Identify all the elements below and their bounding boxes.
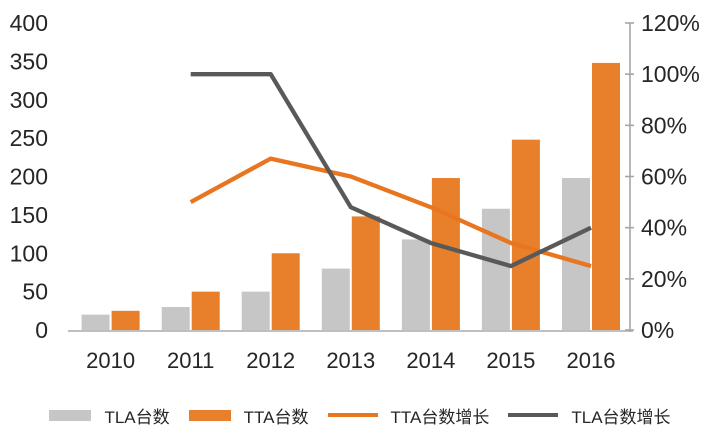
line-tta-growth — [189, 156, 592, 269]
bar-tla-2015 — [481, 208, 510, 330]
legend-item-tta-growth: TTA台数增长 — [327, 403, 490, 428]
bar-tta-2015 — [511, 139, 540, 330]
right-axis-tick-label: 80% — [641, 112, 687, 138]
right-axis-tick-label: 120% — [641, 10, 700, 36]
right-axis-tick-label: 60% — [641, 164, 687, 190]
legend-swatch-tla-growth — [508, 413, 559, 417]
chart-legend: TLA台数 TTA台数 TTA台数增长 TLA台数增长 — [0, 402, 720, 428]
bar-tla-2010 — [81, 314, 110, 330]
line-tla-growth — [190, 72, 592, 269]
bar-tla-2013 — [321, 268, 350, 330]
bar-tla-2016 — [562, 178, 590, 330]
legend-swatch-tla-count — [49, 409, 92, 421]
right-axis-tick-label: 0% — [641, 317, 674, 343]
left-axis-tick-label: 50 — [22, 279, 48, 305]
right-axis-tick-label: 20% — [641, 266, 687, 292]
x-axis-label-2013: 2013 — [326, 348, 375, 373]
legend-swatch-tta-growth — [327, 413, 378, 417]
legend-item-tla-count: TLA台数 — [49, 403, 170, 428]
right-axis-tick-label: 40% — [641, 215, 687, 241]
bar-tta-2010 — [111, 310, 140, 330]
legend-label-tta-count: TTA台数 — [243, 407, 309, 427]
bar-tta-2012 — [271, 253, 300, 330]
x-axis-label-2010: 2010 — [86, 348, 135, 373]
x-axis-label-2012: 2012 — [246, 348, 295, 373]
bar-tla-2011 — [161, 306, 190, 330]
legend-item-tla-growth: TLA台数增长 — [508, 403, 671, 428]
bar-tta-2013 — [351, 216, 380, 330]
left-axis-tick-label: 0 — [35, 317, 48, 343]
x-axis-label-2011: 2011 — [167, 348, 214, 373]
bar-tta-2011 — [191, 291, 220, 330]
left-axis-tick-label: 250 — [10, 125, 48, 151]
bar-tta-2016 — [592, 62, 620, 330]
left-axis-tick-label: 200 — [10, 164, 48, 190]
left-axis-tick-label: 150 — [10, 202, 48, 228]
legend-label-tla-count: TLA台数 — [104, 407, 170, 427]
x-axis-label-2015: 2015 — [486, 348, 535, 373]
left-axis-tick-label: 100 — [10, 240, 48, 266]
left-axis-tick-label: 400 — [10, 10, 48, 36]
bar-tla-2012 — [241, 291, 270, 330]
bar-tta-2014 — [431, 178, 460, 330]
legend-label-tta-growth: TTA台数增长 — [390, 407, 490, 427]
bar-tla-2014 — [401, 239, 430, 330]
x-axis-label-2016: 2016 — [567, 348, 616, 373]
left-axis-tick-label: 300 — [10, 87, 48, 113]
legend-swatch-tta-count — [188, 409, 231, 421]
legend-label-tla-growth: TLA台数增长 — [571, 407, 671, 427]
left-axis-tick-label: 350 — [10, 48, 48, 74]
x-axis-label-2014: 2014 — [406, 348, 455, 373]
legend-item-tta-count: TTA台数 — [188, 403, 309, 428]
right-axis-tick-label: 100% — [641, 61, 700, 87]
